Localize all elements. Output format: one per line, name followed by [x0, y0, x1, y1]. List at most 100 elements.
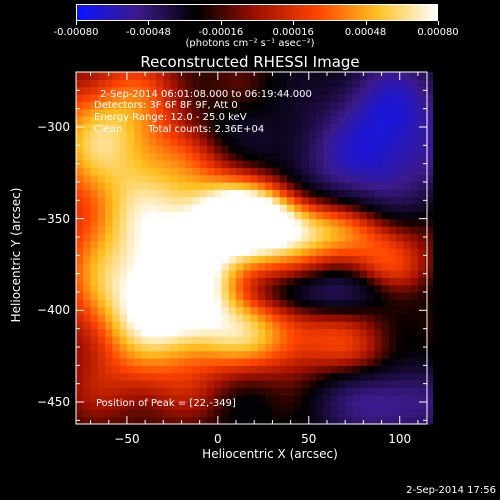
heatmap-cell [323, 160, 332, 168]
heatmap-cell [170, 255, 179, 264]
heatmap-cell [192, 284, 201, 293]
heatmap-cell [228, 314, 237, 322]
heatmap-cell [301, 343, 310, 352]
heatmap-cell [257, 130, 266, 139]
heatmap-cell [141, 380, 150, 388]
heatmap-cell [250, 211, 259, 220]
heatmap-cell [156, 277, 164, 286]
heatmap-cell [228, 72, 237, 80]
heatmap-cell [366, 343, 375, 352]
heatmap-cell [221, 306, 230, 315]
heatmap-cell [272, 343, 281, 352]
heatmap-cell [323, 233, 332, 242]
heatmap-cell [323, 174, 332, 183]
heatmap-cell [126, 86, 135, 95]
heatmap-cell [214, 101, 223, 110]
heatmap-cell [170, 336, 179, 344]
heatmap-cell [83, 160, 92, 168]
heatmap-cell [199, 336, 208, 344]
heatmap-cell [177, 314, 186, 322]
heatmap-cell [228, 138, 237, 146]
heatmap-cell [206, 343, 215, 352]
heatmap-cell [134, 387, 143, 396]
heatmap-cell [352, 365, 361, 374]
heatmap-cell [330, 138, 339, 146]
heatmap-cell [221, 145, 230, 154]
heatmap-cell [134, 328, 143, 337]
heatmap-cell [337, 387, 346, 396]
heatmap-cell [192, 196, 201, 205]
heatmap-cell [330, 328, 339, 337]
heatmap-cell [156, 262, 164, 271]
heatmap-cell [214, 358, 223, 366]
heatmap-cell [112, 130, 121, 139]
heatmap-cell [199, 262, 208, 271]
heatmap-cell [294, 101, 303, 110]
heatmap-cell [105, 204, 113, 212]
heatmap-cell [250, 196, 259, 205]
heatmap-cell [388, 262, 397, 271]
heatmap-cell [156, 218, 164, 227]
heatmap-cell [119, 196, 128, 205]
heatmap-cell [236, 196, 244, 205]
heatmap-cell [199, 277, 208, 286]
heatmap-cell [112, 284, 121, 293]
heatmap-cell [148, 94, 157, 102]
heatmap-cell [359, 79, 368, 88]
heatmap-cell [337, 233, 346, 242]
heatmap-cell [396, 167, 404, 176]
heatmap-cell [308, 94, 317, 102]
heatmap-cell [265, 211, 274, 220]
heatmap-cell [417, 343, 426, 352]
heatmap-cell [330, 321, 339, 330]
heatmap-cell [388, 328, 397, 337]
heatmap-cell [359, 343, 368, 352]
heatmap-cell [425, 402, 434, 410]
heatmap-cell [243, 314, 252, 322]
heatmap-cell [366, 101, 375, 110]
heatmap-cell [83, 94, 92, 102]
heatmap-cell [388, 79, 397, 88]
heatmap-cell [337, 174, 346, 183]
heatmap-cell [265, 284, 274, 293]
heatmap-cell [148, 284, 157, 293]
heatmap-cell [396, 387, 404, 396]
heatmap-cell [352, 262, 361, 271]
heatmap-cell [396, 116, 404, 124]
heatmap-cell [403, 182, 412, 190]
heatmap-cell [279, 314, 288, 322]
heatmap-cell [337, 167, 346, 176]
heatmap-cell [330, 350, 339, 359]
heatmap-cell [352, 79, 361, 88]
heatmap-cell [112, 343, 121, 352]
heatmap-cell [170, 79, 179, 88]
heatmap-cell [345, 394, 354, 403]
heatmap-cell [410, 101, 419, 110]
energy-annotation: Energy Range: 12.0 - 25.0 keV [94, 112, 247, 123]
heatmap-cell [170, 409, 179, 418]
heatmap-cell [126, 226, 135, 234]
heatmap-cell [163, 292, 172, 300]
heatmap-cell [76, 240, 84, 249]
heatmap-cell [97, 152, 106, 161]
heatmap-cell [214, 321, 223, 330]
heatmap-cell [316, 189, 324, 198]
heatmap-cell [301, 255, 310, 264]
heatmap-cell [97, 328, 106, 337]
heatmap-cell [272, 196, 281, 205]
heatmap-cell [156, 343, 164, 352]
heatmap-cell [316, 336, 324, 344]
heatmap-cell [294, 336, 303, 344]
heatmap-cell [185, 409, 193, 418]
heatmap-cell [286, 226, 295, 234]
heatmap-cell [366, 262, 375, 271]
heatmap-cell [410, 108, 419, 117]
heatmap-cell [374, 79, 383, 88]
heatmap-cell [323, 402, 332, 410]
heatmap-cell [76, 358, 84, 366]
heatmap-cell [163, 101, 172, 110]
heatmap-cell [345, 72, 354, 80]
heatmap-cell [199, 145, 208, 154]
heatmap-cell [141, 138, 150, 146]
heatmap-cell [279, 211, 288, 220]
